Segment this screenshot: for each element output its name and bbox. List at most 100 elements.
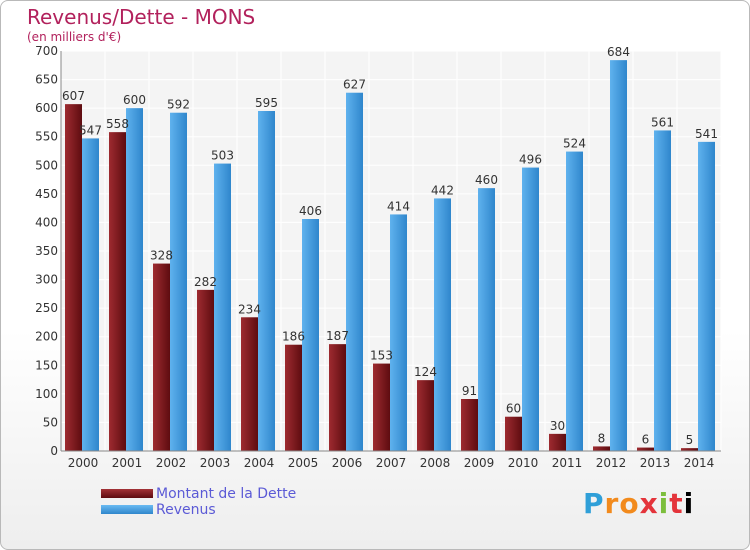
bar-revenus <box>654 130 671 451</box>
data-label-revenus: 460 <box>475 173 498 187</box>
y-tick-label: 50 <box>43 415 58 429</box>
data-label-debt: 153 <box>370 349 393 363</box>
bar-debt <box>593 446 610 451</box>
data-label-debt: 187 <box>326 329 349 343</box>
bar-revenus <box>478 188 495 451</box>
data-label-debt: 6 <box>642 433 650 447</box>
bar-debt <box>681 448 698 451</box>
bar-debt <box>637 447 654 451</box>
logo-letter: x <box>639 487 659 520</box>
data-label-revenus: 547 <box>79 123 102 137</box>
x-tick-label: 2007 <box>376 456 407 470</box>
bar-debt <box>505 416 522 451</box>
y-tick-label: 600 <box>35 101 58 115</box>
legend-swatch-debt <box>101 489 153 498</box>
x-tick-label: 2004 <box>244 456 275 470</box>
data-label-revenus: 684 <box>607 45 630 59</box>
logo-letter: o <box>619 487 640 520</box>
chart-subtitle: (en milliers d'€) <box>27 30 122 44</box>
logo-letter: P <box>583 487 605 520</box>
legend-label-debt: Montant de la Dette <box>156 486 297 502</box>
bar-revenus <box>434 198 451 451</box>
bar-debt <box>241 317 258 451</box>
data-label-revenus: 503 <box>211 149 234 163</box>
x-tick-label: 2012 <box>596 456 627 470</box>
bar-revenus <box>302 219 319 451</box>
data-label-debt: 282 <box>194 275 217 289</box>
bar-revenus <box>258 111 275 451</box>
x-tick-label: 2006 <box>332 456 363 470</box>
data-label-debt: 186 <box>282 330 305 344</box>
data-label-debt: 30 <box>550 419 565 433</box>
bar-revenus <box>346 92 363 451</box>
y-tick-label: 350 <box>35 244 58 258</box>
x-tick-label: 2005 <box>288 456 319 470</box>
bar-debt <box>461 399 478 451</box>
bar-revenus <box>566 151 583 452</box>
y-tick-label: 150 <box>35 358 58 372</box>
y-tick-label: 250 <box>35 301 58 315</box>
y-tick-label: 200 <box>35 330 58 344</box>
data-label-debt: 5 <box>686 433 694 447</box>
x-tick-label: 2014 <box>684 456 715 470</box>
bar-debt <box>109 132 126 451</box>
y-tick-label: 400 <box>35 215 58 229</box>
y-tick-label: 300 <box>35 273 58 287</box>
x-tick-label: 2000 <box>68 456 99 470</box>
x-tick-label: 2001 <box>112 456 143 470</box>
bar-debt <box>417 380 434 451</box>
data-label-debt: 124 <box>414 365 437 379</box>
data-label-revenus: 627 <box>343 78 366 92</box>
bar-debt <box>549 433 566 451</box>
bar-debt <box>329 344 346 451</box>
bar-revenus <box>390 214 407 451</box>
logo-letter: t <box>669 487 684 520</box>
data-label-revenus: 524 <box>563 137 586 151</box>
chart-title: Revenus/Dette - MONS <box>27 5 256 29</box>
bar-debt <box>285 344 302 451</box>
bar-debt <box>373 363 390 451</box>
data-label-revenus: 561 <box>651 115 674 129</box>
x-tick-label: 2011 <box>552 456 583 470</box>
x-tick-label: 2013 <box>640 456 671 470</box>
data-label-revenus: 442 <box>431 183 454 197</box>
logo-letter: i <box>658 487 670 520</box>
data-label-revenus: 414 <box>387 199 410 213</box>
x-tick-label: 2003 <box>200 456 231 470</box>
y-tick-label: 450 <box>35 187 58 201</box>
bar-debt <box>153 263 170 451</box>
data-label-debt: 60 <box>506 402 521 416</box>
legend-label-revenus: Revenus <box>156 502 216 518</box>
data-label-debt: 234 <box>238 302 261 316</box>
bar-revenus <box>698 141 715 451</box>
bar-revenus <box>522 167 539 452</box>
bar-revenus <box>610 60 627 452</box>
bar-revenus <box>126 108 143 452</box>
data-label-debt: 607 <box>62 89 85 103</box>
x-tick-label: 2010 <box>508 456 539 470</box>
x-tick-label: 2009 <box>464 456 495 470</box>
data-label-debt: 91 <box>462 384 477 398</box>
data-label-revenus: 592 <box>167 98 190 112</box>
data-label-debt: 8 <box>598 431 606 445</box>
data-label-revenus: 595 <box>255 96 278 110</box>
data-label-revenus: 600 <box>123 93 146 107</box>
y-tick-label: 650 <box>35 73 58 87</box>
y-tick-label: 100 <box>35 387 58 401</box>
data-label-revenus: 496 <box>519 153 542 167</box>
legend-swatch-revenus <box>101 505 153 514</box>
proxiti-logo: Proxiti <box>583 487 694 520</box>
bar-debt <box>65 104 82 452</box>
y-tick-label: 700 <box>35 44 58 58</box>
data-label-revenus: 406 <box>299 204 322 218</box>
x-tick-label: 2008 <box>420 456 451 470</box>
bar-debt <box>197 289 214 451</box>
bar-revenus <box>214 163 231 452</box>
x-tick-label: 2002 <box>156 456 187 470</box>
y-tick-label: 0 <box>50 444 58 458</box>
data-label-revenus: 541 <box>695 127 718 141</box>
bar-revenus <box>82 138 99 451</box>
y-tick-label: 550 <box>35 130 58 144</box>
